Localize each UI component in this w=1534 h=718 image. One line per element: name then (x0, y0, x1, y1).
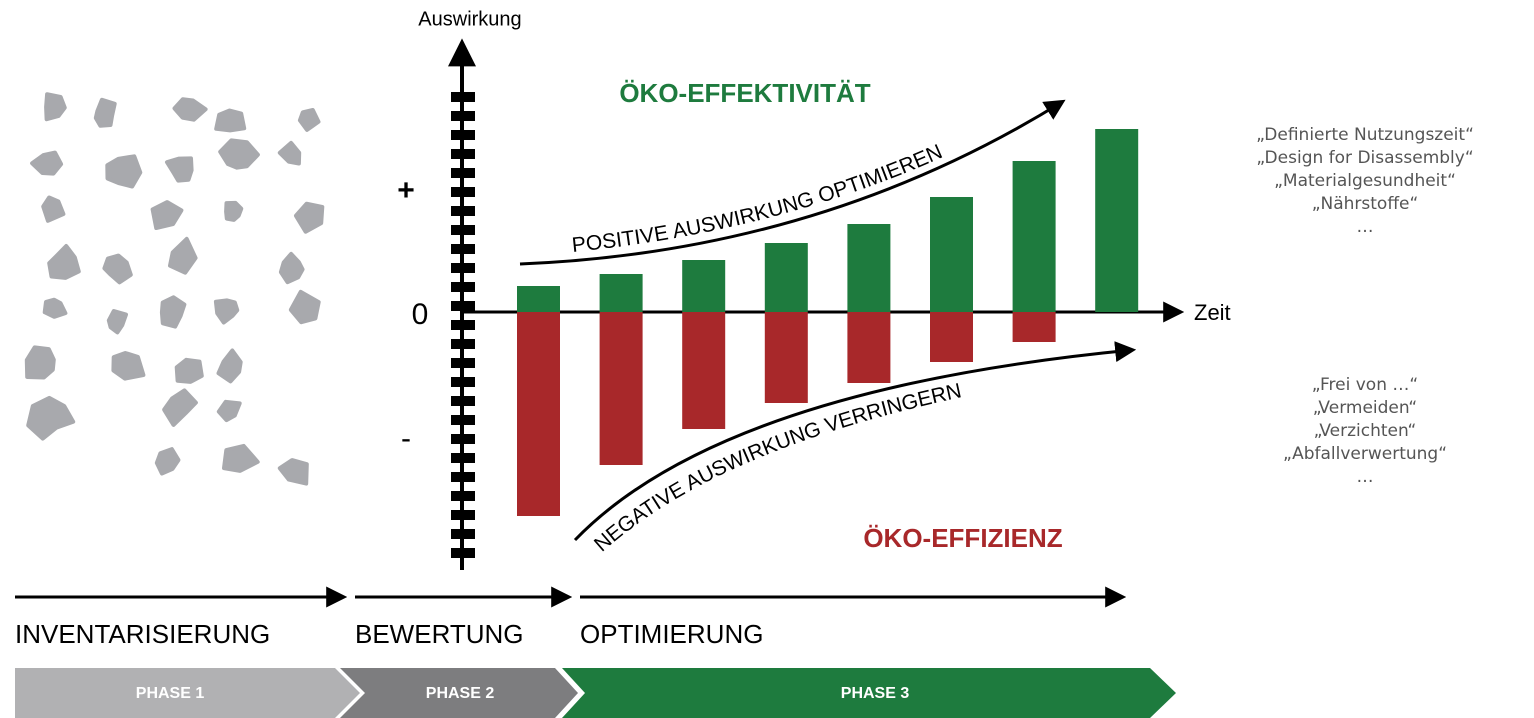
positive-bar (599, 274, 643, 312)
negative-bar (517, 312, 560, 516)
upper-curve (519, 99, 1066, 266)
list-item: „Definierte Nutzungszeit“ (1256, 125, 1474, 145)
phase-label: PHASE 2 (426, 685, 495, 702)
fragment (216, 399, 242, 423)
list-item: „Nährstoffe“ (1312, 194, 1419, 214)
fragment (159, 295, 187, 329)
fragment (111, 351, 146, 381)
negative-bar (682, 312, 726, 429)
positive-bar (1095, 129, 1139, 312)
fragments (24, 92, 325, 486)
list-item: „Design for Disassembly“ (1256, 148, 1473, 168)
fragment (172, 97, 208, 122)
fragment (168, 236, 198, 275)
list-item: „Abfallverwertung“ (1283, 444, 1447, 464)
fragment (213, 298, 240, 325)
fragment (224, 200, 244, 222)
fragment (288, 289, 321, 325)
positive-bar (1012, 161, 1056, 312)
bars (517, 129, 1139, 516)
negative-bar (847, 312, 891, 383)
fragment (278, 251, 305, 285)
efficiency-label: ÖKO-EFFIZIENZ (863, 523, 1062, 553)
fragment (174, 357, 204, 384)
fragment (165, 156, 194, 183)
fragment (24, 345, 56, 380)
negative-bar (1012, 312, 1056, 342)
phase-label: PHASE 1 (136, 685, 205, 702)
positive-bar (930, 197, 973, 312)
fragment (218, 138, 260, 170)
positive-bar (847, 224, 891, 312)
fragment (106, 309, 128, 335)
fragment (214, 108, 247, 133)
negative-bar (599, 312, 643, 465)
fragment (150, 200, 184, 230)
fragment (277, 140, 302, 166)
fragment (293, 201, 325, 234)
negative-bar (764, 312, 808, 403)
fragment (44, 92, 67, 122)
fragment (154, 447, 181, 476)
phase-chevron (340, 668, 578, 718)
positive-bar (682, 260, 726, 312)
plus-label: + (397, 174, 415, 207)
phase-chevron (562, 668, 1176, 718)
fragment (93, 97, 117, 128)
fragment (47, 244, 81, 280)
stage-label: INVENTARISIERUNG (15, 619, 270, 649)
fragment (42, 297, 68, 319)
fragment (162, 388, 198, 427)
lists: „Definierte Nutzungszeit“ „Design for Dis… (1256, 125, 1474, 487)
positive-bar (764, 243, 808, 312)
phase-chevron (15, 668, 360, 718)
y-axis-label: Auswirkung (418, 8, 521, 30)
stage-label: OPTIMIERUNG (580, 619, 763, 649)
x-axis-label: Zeit (1194, 300, 1231, 325)
fragment (105, 154, 143, 189)
list-item: „Materialgesundheit“ (1274, 171, 1456, 191)
list-item: … (1357, 217, 1374, 237)
fragment (41, 195, 66, 223)
fragment (222, 443, 260, 473)
negative-bar (930, 312, 973, 362)
stage-label: BEWERTUNG (355, 619, 524, 649)
fragment (102, 253, 133, 285)
fragment (30, 150, 64, 176)
fragment (26, 395, 76, 441)
fragment (277, 458, 309, 486)
fragment (216, 348, 243, 384)
effectiveness-label: ÖKO-EFFEKTIVITÄT (619, 78, 870, 108)
zero-label: 0 (412, 298, 429, 331)
minus-label: - (401, 422, 411, 455)
phase-label: PHASE 3 (841, 685, 910, 702)
lower-curve (573, 341, 1137, 542)
list-item: … (1357, 467, 1374, 487)
list-item: „Verzichten“ (1314, 421, 1417, 441)
list-item: „Vermeiden“ (1313, 398, 1417, 418)
fragment (297, 108, 321, 132)
list-item: „Frei von …“ (1312, 375, 1418, 395)
positive-bar (517, 286, 560, 312)
